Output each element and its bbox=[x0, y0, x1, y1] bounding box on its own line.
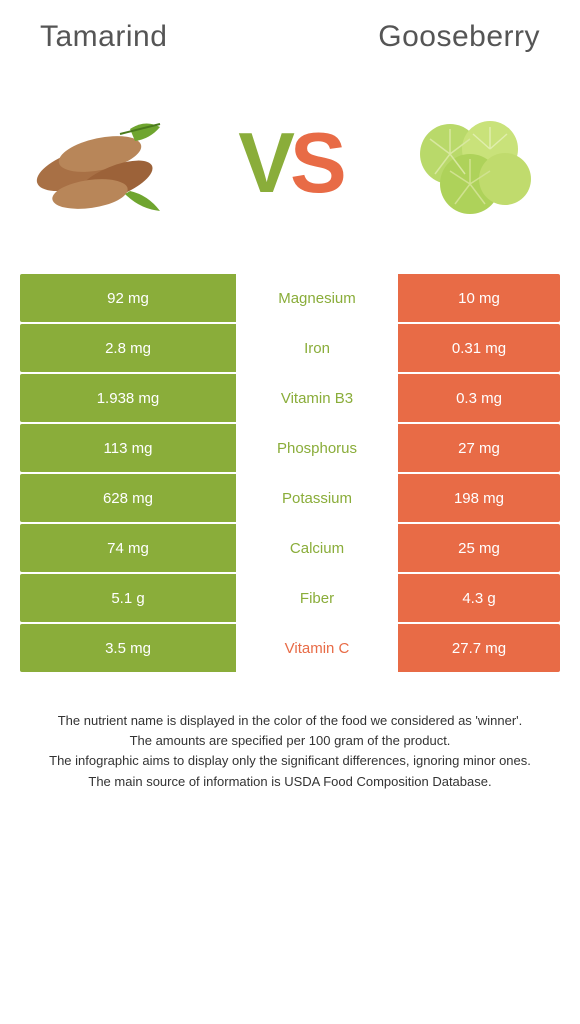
left-value: 92 mg bbox=[20, 274, 236, 322]
nutrient-label: Iron bbox=[236, 324, 398, 372]
left-value: 74 mg bbox=[20, 524, 236, 572]
gooseberry-icon bbox=[390, 94, 550, 234]
right-value: 4.3 g bbox=[398, 574, 560, 622]
vs-s: S bbox=[290, 116, 342, 211]
left-value: 113 mg bbox=[20, 424, 236, 472]
footnote-line: The amounts are specified per 100 gram o… bbox=[30, 732, 550, 750]
table-row: 5.1 gFiber4.3 g bbox=[20, 574, 560, 622]
left-value: 2.8 mg bbox=[20, 324, 236, 372]
right-title: Gooseberry bbox=[378, 20, 540, 54]
right-value: 10 mg bbox=[398, 274, 560, 322]
footnote-line: The nutrient name is displayed in the co… bbox=[30, 712, 550, 730]
titles-row: Tamarind Gooseberry bbox=[20, 20, 560, 64]
nutrient-label: Phosphorus bbox=[236, 424, 398, 472]
table-row: 74 mgCalcium25 mg bbox=[20, 524, 560, 572]
left-value: 1.938 mg bbox=[20, 374, 236, 422]
vs-label: VS bbox=[238, 115, 341, 213]
footnotes: The nutrient name is displayed in the co… bbox=[20, 712, 560, 791]
footnote-line: The main source of information is USDA F… bbox=[30, 773, 550, 791]
right-value: 0.31 mg bbox=[398, 324, 560, 372]
nutrient-label: Vitamin B3 bbox=[236, 374, 398, 422]
right-value: 25 mg bbox=[398, 524, 560, 572]
vs-v: V bbox=[238, 116, 290, 211]
table-row: 628 mgPotassium198 mg bbox=[20, 474, 560, 522]
left-title: Tamarind bbox=[40, 20, 167, 54]
right-value: 0.3 mg bbox=[398, 374, 560, 422]
nutrient-table: 92 mgMagnesium10 mg2.8 mgIron0.31 mg1.93… bbox=[20, 274, 560, 672]
images-row: VS bbox=[20, 64, 560, 274]
left-value: 5.1 g bbox=[20, 574, 236, 622]
right-value: 27.7 mg bbox=[398, 624, 560, 672]
infographic-container: Tamarind Gooseberry VS bbox=[0, 0, 580, 823]
right-value: 27 mg bbox=[398, 424, 560, 472]
tamarind-icon bbox=[30, 94, 190, 234]
nutrient-label: Vitamin C bbox=[236, 624, 398, 672]
table-row: 2.8 mgIron0.31 mg bbox=[20, 324, 560, 372]
right-value: 198 mg bbox=[398, 474, 560, 522]
nutrient-label: Fiber bbox=[236, 574, 398, 622]
table-row: 3.5 mgVitamin C27.7 mg bbox=[20, 624, 560, 672]
table-row: 92 mgMagnesium10 mg bbox=[20, 274, 560, 322]
nutrient-label: Potassium bbox=[236, 474, 398, 522]
table-row: 1.938 mgVitamin B30.3 mg bbox=[20, 374, 560, 422]
nutrient-label: Magnesium bbox=[236, 274, 398, 322]
left-value: 628 mg bbox=[20, 474, 236, 522]
footnote-line: The infographic aims to display only the… bbox=[30, 752, 550, 770]
left-value: 3.5 mg bbox=[20, 624, 236, 672]
nutrient-label: Calcium bbox=[236, 524, 398, 572]
table-row: 113 mgPhosphorus27 mg bbox=[20, 424, 560, 472]
